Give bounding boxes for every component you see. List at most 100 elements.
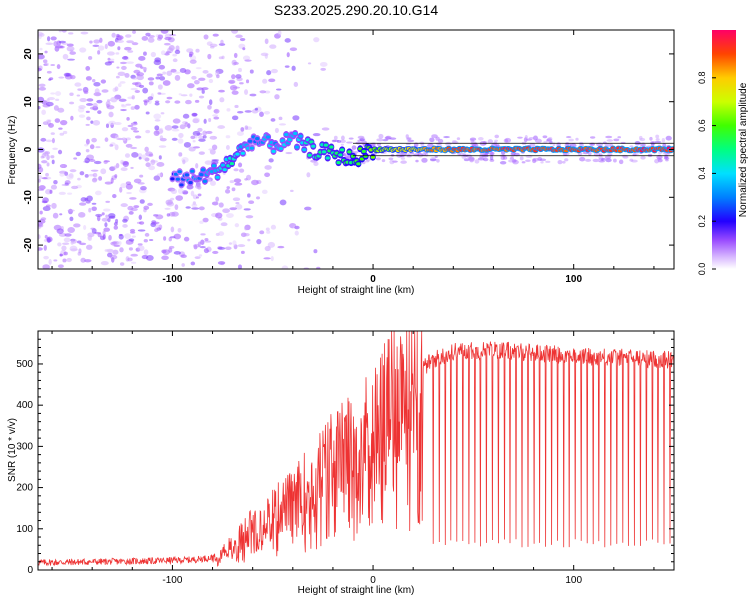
spectrogram-noise-blob <box>259 90 267 94</box>
spectrogram-noise-blob <box>133 130 140 133</box>
spectrogram-noise-blob <box>41 152 47 159</box>
spectrogram-noise-blob <box>55 43 61 49</box>
spectrogram-noise-blob <box>208 78 214 84</box>
spectrogram-noise-blob <box>108 120 116 126</box>
spectrogram-noise-blob <box>68 32 74 35</box>
spectrogram-noise-blob <box>62 130 68 135</box>
spectrogram-noise-blob <box>69 101 75 105</box>
spectrogram-noise-blob <box>463 158 470 162</box>
spectrogram-noise-blob <box>207 104 212 110</box>
spectrogram-noise-blob <box>58 40 67 44</box>
spectrogram-noise-blob <box>188 146 196 152</box>
spectrogram-noise-blob <box>85 200 91 204</box>
spectrogram-noise-blob <box>178 132 184 139</box>
spectrogram-noise-blob <box>42 264 50 269</box>
spectrogram-noise-blob <box>40 137 47 142</box>
spectrogram-noise-blob <box>388 157 394 161</box>
spectrogram-noise-blob <box>79 242 87 246</box>
spectrogram-noise-blob <box>264 38 269 45</box>
spectrogram-noise-blob <box>205 130 213 134</box>
spectrogram-noise-blob <box>270 255 274 262</box>
spectrogram-noise-blob <box>39 210 43 215</box>
spectrogram-noise-blob <box>429 158 437 162</box>
spectrogram-noise-blob <box>78 114 86 118</box>
spectrogram-noise-blob <box>191 203 198 208</box>
spectrogram-noise-blob <box>69 245 78 252</box>
spectrogram-noise-blob <box>125 143 133 148</box>
spectrogram-noise-blob <box>182 191 188 195</box>
spectrogram-noise-blob <box>117 83 122 88</box>
spectrogram-ridge-cell <box>302 148 307 152</box>
spectrogram-noise-blob <box>521 161 526 164</box>
spectrogram-noise-blob <box>174 49 181 55</box>
spectrogram-noise-blob <box>284 38 291 43</box>
spectrogram-noise-blob <box>154 125 160 131</box>
spectrogram-noise-blob <box>145 129 151 134</box>
spectrogram-ridge-cell <box>249 146 255 150</box>
spectrogram-noise-blob <box>256 196 260 200</box>
spectrogram-noise-blob <box>270 224 277 230</box>
spectrogram-noise-blob <box>90 169 99 172</box>
spectrogram-noise-blob <box>218 231 225 236</box>
spectrogram-noise-blob <box>113 165 117 170</box>
spectrogram-noise-blob <box>137 153 143 158</box>
spectrogram-noise-blob <box>242 55 251 61</box>
spectrogram-noise-blob <box>629 158 634 162</box>
spectrogram-noise-blob <box>226 108 231 112</box>
figure-title: S233.2025.290.20.10.G14 <box>274 2 438 18</box>
spectrogram-noise-blob <box>127 257 133 262</box>
spectrogram-noise-blob <box>92 78 96 83</box>
spectrogram-noise-blob <box>181 263 185 267</box>
spectrogram-noise-blob <box>293 81 299 88</box>
spectrogram-noise-blob <box>263 257 271 260</box>
spectrogram-noise-blob <box>127 50 134 53</box>
spectrogram-ridge-cell <box>188 181 193 185</box>
spectrogram-noise-blob <box>38 247 43 251</box>
spectrogram-noise-blob <box>115 75 120 79</box>
spectrogram-ytick-label: 10 <box>23 96 34 108</box>
snr-ytick-label: 500 <box>16 359 33 370</box>
spectrogram-noise-blob <box>131 235 136 238</box>
spectrogram-ridge-cell <box>235 152 240 156</box>
spectrogram-ridge-cell <box>293 131 298 136</box>
spectrogram-noise-blob <box>143 239 148 243</box>
spectrogram-noise-blob <box>114 174 118 178</box>
spectrogram-ridge-cell <box>311 144 316 148</box>
spectrogram-noise-blob <box>96 99 103 104</box>
spectrogram-noise-blob <box>95 92 101 96</box>
spectrogram-noise-blob <box>67 209 75 212</box>
spectrogram-noise-blob <box>249 93 257 97</box>
spectrogram-noise-blob <box>97 233 102 238</box>
spectrogram-noise-blob <box>131 261 137 264</box>
spectrogram-noise-blob <box>76 240 82 244</box>
spectrogram-ylabel: Frequency (Hz) <box>7 116 18 185</box>
spectrogram-noise-blob <box>197 127 203 132</box>
spectrogram-noise-blob <box>211 144 218 151</box>
spectrogram-noise-blob <box>534 138 542 144</box>
spectrogram-noise-blob <box>198 95 205 99</box>
spectrogram-noise-blob <box>39 47 43 51</box>
spectrogram-noise-blob <box>124 46 132 51</box>
spectrogram-noise-blob <box>192 139 196 143</box>
spectrogram-noise-blob <box>284 65 290 68</box>
spectrogram-noise-blob <box>63 237 71 243</box>
spectrogram-noise-blob <box>313 249 318 254</box>
spectrogram-noise-blob <box>264 245 271 252</box>
spectrogram-noise-blob <box>162 249 170 255</box>
spectrogram-noise-blob <box>85 123 90 126</box>
spectrogram-noise-blob <box>100 168 107 175</box>
spectrogram-noise-blob <box>44 234 48 239</box>
spectrogram-noise-blob <box>193 79 200 85</box>
spectrogram-noise-blob <box>195 163 199 169</box>
spectrogram-noise-blob <box>41 177 48 180</box>
spectrogram-noise-blob <box>157 92 162 95</box>
spectrogram-noise-blob <box>217 125 226 129</box>
spectrogram-noise-blob <box>199 246 206 249</box>
spectrogram-noise-blob <box>62 258 67 263</box>
spectrogram-noise-blob <box>346 141 353 144</box>
spectrogram-noise-blob <box>97 50 101 55</box>
spectrogram-noise-blob <box>91 177 98 183</box>
spectrogram-noise-blob <box>148 165 156 171</box>
spectrogram-noise-blob <box>67 227 75 233</box>
spectrogram-noise-blob <box>101 217 109 222</box>
